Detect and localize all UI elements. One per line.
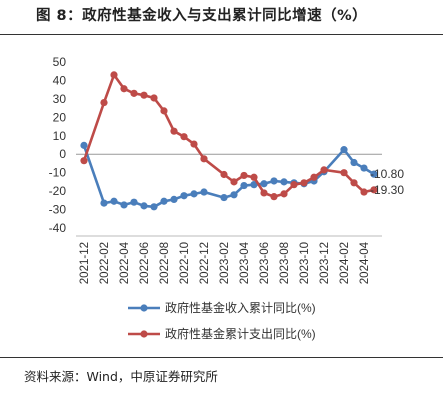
series-1-point [170,195,178,204]
series-2-point [340,169,348,177]
series-2-point [180,133,188,141]
bottom-rule [0,357,443,358]
top-rule [0,34,443,35]
series-2-point [190,140,198,148]
y-tick-label: 50 [53,55,67,69]
series-1-point [350,158,358,167]
x-tick-label: 2022-08 [159,242,171,284]
end-value-label: -19.30 [370,183,404,197]
series-1-point [80,141,88,149]
legend-label: 政府性基金累计支出同比(%) [165,326,316,341]
series-2-point [290,181,298,189]
x-tick-label: 2024-02 [339,242,351,284]
x-tick-label: 2022-10 [179,242,191,284]
series-1-point [200,188,208,196]
y-tick-label: -30 [49,203,67,217]
series-2-point [80,157,88,165]
series-1-point [370,170,378,178]
series-2-point [160,107,168,115]
y-tick-label: 30 [53,92,67,106]
series-1-point [270,177,278,185]
series-2-point [200,155,208,163]
x-tick-label: 2022-02 [99,242,111,284]
series-2-point [280,190,288,198]
legend-label: 政府性基金收入累计同比(%) [165,300,316,315]
series-2-point [100,98,108,107]
y-tick-label: 20 [53,110,67,124]
series-1-point [260,180,268,188]
series-1-point [140,202,148,210]
series-2-point [370,186,378,194]
x-tick-label: 2022-04 [119,241,131,284]
series-2-point [140,91,148,99]
series-1-point [110,197,118,205]
series-1-point [240,181,248,190]
y-tick-label: -40 [49,221,67,235]
x-tick-label: 2021-12 [79,242,91,284]
series-1-point [150,203,158,211]
series-1-point [230,191,238,199]
series-2-point [130,89,138,97]
series-1-point [130,198,138,206]
series-1-point [360,164,368,172]
series-1-point [120,201,128,209]
series-1-point [160,197,168,205]
source-note: 资料来源：Wind，中原证券研究所 [24,369,218,384]
end-value-label: -10.80 [370,167,404,181]
series-2-point [220,170,228,179]
legend-marker [140,304,148,312]
chart-title: 图 8：政府性基金收入与支出累计同比增速（%） [36,8,368,24]
series-2-point [110,71,118,79]
series-line-2 [82,73,375,198]
series-2-point [270,193,278,201]
legend-marker [140,330,148,338]
series-2-point [240,171,248,180]
series-1-point [100,199,108,207]
series-1-point [280,178,288,186]
y-tick-label: -10 [49,166,67,180]
series-1-point [180,192,188,200]
y-tick-label: 40 [53,73,67,87]
series-2-point [150,94,158,102]
series-2-point [120,85,128,93]
series-1-point [190,190,198,198]
x-tick-label: 2023-02 [219,242,231,284]
x-tick-label: 2023-12 [319,242,331,284]
line-chart: -40 -30 -20 -10 0 10 20 30 40 50 2021-12 2022-02 202… [49,55,405,341]
x-tick-label: 2023-04 [239,241,251,284]
series-2-point [350,179,358,187]
x-tick-label: 2023-06 [259,242,271,284]
x-tick-label: 2022-06 [139,242,151,284]
y-tick-label: 10 [53,129,67,143]
series-2-point [170,127,178,135]
series-2-point [310,173,318,181]
series-2-point [260,189,268,197]
series-2-point [360,188,368,196]
series-1-point [250,181,258,189]
series-2-point [230,178,238,186]
x-tick-label: 2024-04 [359,241,371,284]
series-2-point [300,179,308,187]
x-tick-label: 2023-10 [299,242,311,284]
x-tick-label: 2022-12 [199,242,211,284]
x-tick-label: 2023-08 [279,242,291,284]
series-2-point [250,173,258,181]
series-2-point [320,166,328,174]
series-1-point [220,193,228,202]
y-tick-label: 0 [59,147,66,161]
y-tick-label: -20 [49,184,67,198]
series-1-point [340,146,348,154]
